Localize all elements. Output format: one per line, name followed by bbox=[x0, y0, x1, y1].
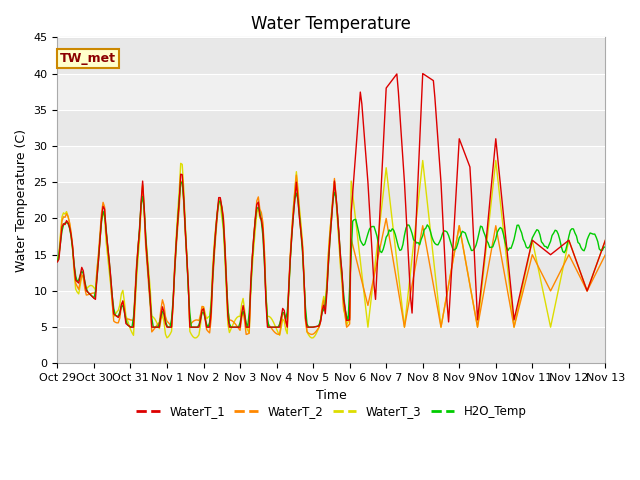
H2O_Temp bbox=[399, 241, 407, 247]
H2O_Temp bbox=[602, 244, 609, 250]
Bar bbox=[58, 37, 605, 73]
WaterT_3 bbox=[538, 281, 545, 287]
Text: TW_met: TW_met bbox=[60, 52, 116, 65]
Title: Water Temperature: Water Temperature bbox=[252, 15, 412, 33]
WaterT_3 bbox=[367, 298, 375, 303]
WaterT_1 bbox=[602, 237, 609, 243]
Bar bbox=[58, 146, 605, 182]
WaterT_2 bbox=[538, 270, 545, 276]
WaterT_1 bbox=[538, 245, 545, 251]
WaterT_1 bbox=[68, 244, 76, 250]
WaterT_2 bbox=[292, 172, 300, 178]
H2O_Temp bbox=[179, 179, 186, 185]
Bar bbox=[58, 73, 605, 110]
WaterT_2 bbox=[602, 252, 609, 258]
WaterT_3 bbox=[68, 248, 76, 253]
Bar bbox=[58, 110, 605, 146]
WaterT_1 bbox=[397, 134, 405, 140]
X-axis label: Time: Time bbox=[316, 389, 347, 402]
Line: WaterT_1: WaterT_1 bbox=[58, 73, 605, 327]
WaterT_2 bbox=[399, 315, 407, 321]
WaterT_3 bbox=[54, 257, 61, 263]
H2O_Temp bbox=[538, 239, 545, 245]
WaterT_1 bbox=[367, 231, 375, 237]
H2O_Temp bbox=[387, 228, 395, 234]
WaterT_1 bbox=[54, 259, 61, 265]
Line: WaterT_3: WaterT_3 bbox=[58, 160, 605, 338]
WaterT_3 bbox=[602, 237, 609, 243]
Bar bbox=[58, 182, 605, 218]
WaterT_1 bbox=[127, 324, 134, 330]
WaterT_1 bbox=[157, 313, 164, 319]
H2O_Temp bbox=[164, 324, 172, 330]
WaterT_2 bbox=[369, 281, 376, 287]
WaterT_3 bbox=[385, 192, 393, 197]
Bar bbox=[58, 291, 605, 327]
H2O_Temp bbox=[68, 246, 76, 252]
Line: WaterT_2: WaterT_2 bbox=[58, 175, 605, 335]
Bar bbox=[58, 218, 605, 255]
Y-axis label: Water Temperature (C): Water Temperature (C) bbox=[15, 129, 28, 272]
Bar bbox=[58, 255, 605, 291]
WaterT_2 bbox=[68, 243, 76, 249]
WaterT_2 bbox=[308, 332, 316, 337]
Bar bbox=[58, 327, 605, 363]
WaterT_1 bbox=[419, 71, 426, 76]
H2O_Temp bbox=[156, 321, 163, 326]
WaterT_3 bbox=[308, 335, 316, 341]
WaterT_3 bbox=[419, 157, 426, 163]
H2O_Temp bbox=[369, 224, 376, 229]
WaterT_2 bbox=[156, 319, 163, 325]
WaterT_3 bbox=[397, 298, 405, 303]
WaterT_2 bbox=[54, 258, 61, 264]
H2O_Temp bbox=[54, 258, 61, 264]
WaterT_1 bbox=[385, 81, 393, 87]
WaterT_3 bbox=[156, 326, 163, 332]
Legend: WaterT_1, WaterT_2, WaterT_3, H2O_Temp: WaterT_1, WaterT_2, WaterT_3, H2O_Temp bbox=[131, 400, 531, 423]
WaterT_2 bbox=[387, 243, 395, 249]
Line: H2O_Temp: H2O_Temp bbox=[58, 182, 605, 327]
